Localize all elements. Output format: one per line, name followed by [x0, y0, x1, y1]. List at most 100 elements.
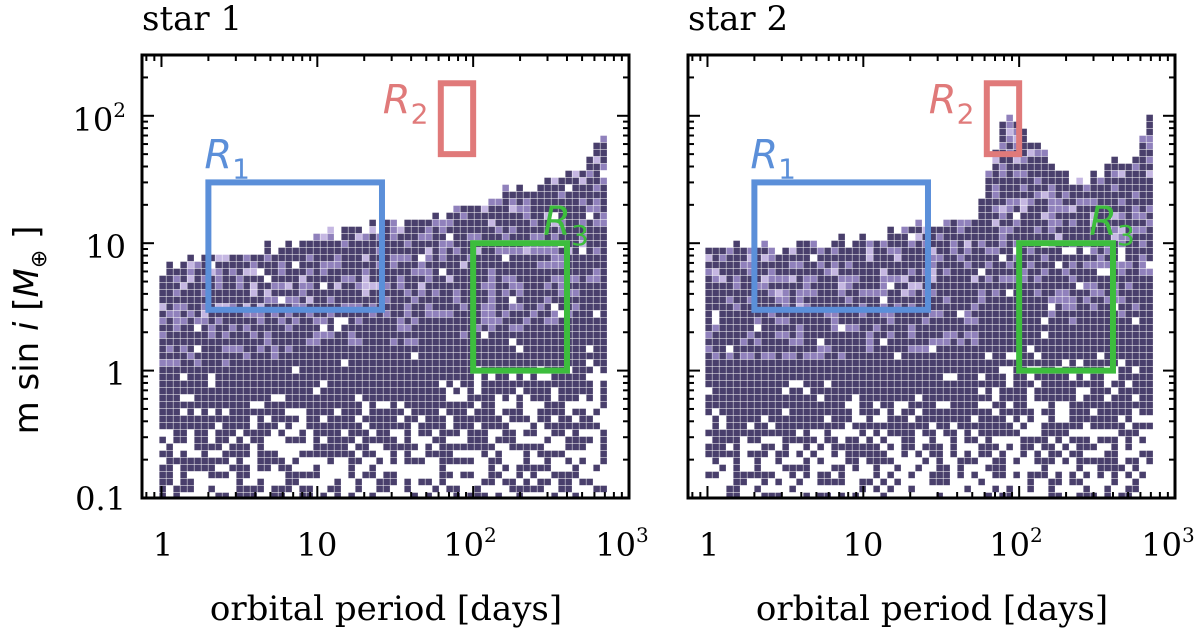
density-cell: [180, 317, 187, 325]
density-cell: [229, 415, 236, 423]
density-cell: [824, 254, 831, 262]
density-cell: [446, 212, 453, 220]
density-cell: [453, 296, 460, 304]
density-cell: [1027, 142, 1034, 150]
density-cell: [901, 282, 908, 290]
density-cell: [166, 261, 173, 269]
density-cell: [1097, 331, 1104, 339]
density-cell: [999, 457, 1006, 465]
density-cell: [1048, 338, 1055, 346]
density-cell: [859, 478, 866, 486]
density-cell: [880, 359, 887, 367]
density-cell: [1132, 268, 1139, 276]
density-cell: [362, 471, 369, 479]
density-cell: [243, 415, 250, 423]
density-cell: [523, 478, 530, 486]
density-cell: [432, 352, 439, 360]
density-cell: [1055, 170, 1062, 178]
density-cell: [376, 373, 383, 381]
density-cell: [943, 247, 950, 255]
density-cell: [866, 310, 873, 318]
density-cell: [516, 373, 523, 381]
density-cell: [383, 387, 390, 395]
density-cell: [838, 415, 845, 423]
density-cell: [985, 296, 992, 304]
density-cell: [173, 331, 180, 339]
density-cell: [362, 345, 369, 353]
density-cell: [796, 289, 803, 297]
density-cell: [803, 352, 810, 360]
density-cell: [1055, 205, 1062, 213]
density-cell: [712, 401, 719, 409]
density-cell: [957, 345, 964, 353]
density-cell: [1132, 205, 1139, 213]
density-cell: [488, 296, 495, 304]
density-cell: [481, 492, 488, 500]
density-cell: [362, 310, 369, 318]
density-cell: [544, 233, 551, 241]
density-cell: [411, 261, 418, 269]
density-cell: [971, 254, 978, 262]
density-cell: [1139, 296, 1146, 304]
density-cell: [1062, 303, 1069, 311]
density-cell: [1146, 366, 1153, 374]
density-cell: [593, 177, 600, 185]
density-cell: [705, 471, 712, 479]
density-cell: [1097, 373, 1104, 381]
density-cell: [453, 485, 460, 493]
density-cell: [257, 310, 264, 318]
density-cell: [1139, 366, 1146, 374]
density-cell: [831, 282, 838, 290]
density-cell: [572, 261, 579, 269]
density-cell: [600, 142, 607, 150]
density-cell: [327, 366, 334, 374]
density-cell: [201, 429, 208, 437]
density-cell: [383, 359, 390, 367]
density-cell: [992, 471, 999, 479]
density-cell: [222, 471, 229, 479]
density-cell: [418, 219, 425, 227]
density-cell: [999, 324, 1006, 332]
density-cell: [187, 485, 194, 493]
density-cell: [782, 247, 789, 255]
density-cell: [922, 415, 929, 423]
density-cell: [278, 429, 285, 437]
density-cell: [859, 422, 866, 430]
density-cell: [432, 324, 439, 332]
density-cell: [740, 415, 747, 423]
density-cell: [1097, 289, 1104, 297]
density-cell: [180, 415, 187, 423]
density-cell: [250, 296, 257, 304]
density-cell: [733, 387, 740, 395]
density-cell: [530, 429, 537, 437]
density-cell: [516, 443, 523, 451]
density-cell: [236, 443, 243, 451]
density-cell: [355, 429, 362, 437]
density-cell: [264, 422, 271, 430]
density-cell: [313, 247, 320, 255]
density-cell: [789, 275, 796, 283]
density-cell: [971, 373, 978, 381]
density-cell: [838, 401, 845, 409]
density-cell: [1125, 205, 1132, 213]
density-cell: [187, 401, 194, 409]
density-cell: [327, 429, 334, 437]
density-cell: [726, 485, 733, 493]
density-cell: [383, 331, 390, 339]
density-cell: [859, 282, 866, 290]
density-cell: [257, 289, 264, 297]
density-cell: [1020, 317, 1027, 325]
density-cell: [530, 380, 537, 388]
density-cell: [488, 359, 495, 367]
density-cell: [1048, 331, 1055, 339]
density-cell: [593, 212, 600, 220]
density-cell: [1020, 331, 1027, 339]
density-cell: [425, 310, 432, 318]
density-cell: [439, 240, 446, 248]
density-cell: [516, 254, 523, 262]
density-cell: [726, 338, 733, 346]
density-cell: [999, 331, 1006, 339]
density-cell: [278, 261, 285, 269]
density-cell: [222, 450, 229, 458]
density-cell: [600, 261, 607, 269]
